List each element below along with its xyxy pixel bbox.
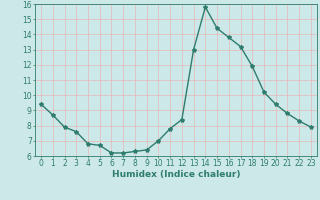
X-axis label: Humidex (Indice chaleur): Humidex (Indice chaleur) [112, 170, 240, 179]
